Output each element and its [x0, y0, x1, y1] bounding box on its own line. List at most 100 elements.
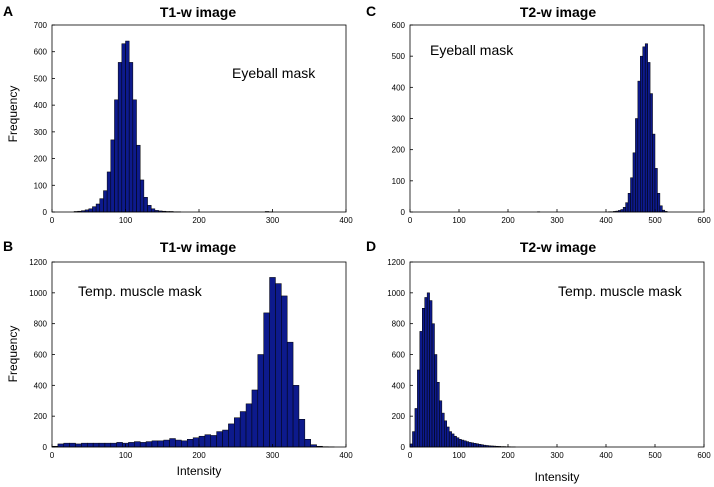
- panel-c-x-tick-label: 600: [697, 216, 711, 225]
- panel-a-bar: [114, 99, 119, 213]
- panel-d-xlabel: Intensity: [535, 470, 580, 484]
- panel-b-bars: [51, 277, 335, 448]
- panel-a-axes-frame: [51, 24, 347, 213]
- panel-b-bar: [98, 442, 106, 448]
- panel-a-bar: [92, 206, 97, 213]
- panel-b-xlabel: Intensity: [177, 464, 222, 478]
- panel-a-ylabel: Frequency: [6, 86, 20, 143]
- panel-a-y-tick-label: 300: [34, 128, 48, 137]
- panel-letter-d: D: [366, 238, 376, 254]
- panel-c-bars: [537, 43, 668, 213]
- panel-a-bar: [150, 208, 156, 213]
- panel-a-x-tick-label: 100: [119, 216, 133, 225]
- panel-c-bar: [652, 133, 656, 213]
- panel-c-bar: [632, 152, 636, 213]
- panel-d-bar: [466, 441, 470, 448]
- panel-b-y-tick-label: 1000: [29, 289, 47, 298]
- panel-c-y-tick-label: 600: [392, 21, 406, 30]
- panel-b-bar: [298, 419, 306, 448]
- panel-b-bar: [234, 417, 241, 448]
- panel-d-y-tick-label: 1000: [387, 289, 405, 298]
- panel-a-bars: [73, 40, 273, 213]
- panel-c-x-tick-label: 500: [648, 216, 662, 225]
- panel-b-bar: [116, 442, 123, 448]
- panel-b-bar: [263, 312, 270, 448]
- panel-b-bar: [228, 423, 235, 448]
- panel-b-y-tick-label: 600: [34, 351, 48, 360]
- panel-c-bar: [635, 118, 639, 213]
- panel-b-title: T1-w image: [160, 239, 236, 255]
- panel-c-bar: [630, 177, 634, 213]
- panel-b-bar: [222, 429, 229, 448]
- panel-d-bar: [461, 439, 465, 448]
- panel-b-x-tick-label: 200: [192, 451, 206, 460]
- panel-d-bar: [424, 297, 428, 448]
- panel-a-bar: [128, 62, 134, 213]
- panel-d-bar: [417, 369, 421, 448]
- panel-d-bar: [473, 443, 477, 448]
- panel-c-bar: [657, 193, 661, 213]
- panel-c-y-tick-label: 400: [392, 83, 406, 92]
- panel-a-y-tick-label: 200: [34, 155, 48, 164]
- panel-d-mask-label: Temp. muscle mask: [558, 283, 683, 299]
- panel-b-bar: [69, 442, 76, 448]
- panel-d-bar: [436, 382, 440, 448]
- panel-a-ticks: 0 100 200 300 400 0 100 200 300 400 500 600 700: [34, 21, 354, 225]
- panel-c-x-tick-label: 100: [452, 216, 466, 225]
- panel-a-bar: [117, 62, 123, 213]
- panel-b-bar: [192, 437, 200, 448]
- panel-b-bar: [175, 439, 182, 448]
- panel-d-y-tick-label: 200: [392, 412, 406, 421]
- panel-a-x-tick-label: 200: [192, 216, 206, 225]
- panel-b-bar: [275, 283, 282, 448]
- panel-b-bar: [257, 354, 264, 448]
- panel-a-bar: [136, 144, 141, 213]
- panel-letter-c: C: [366, 3, 376, 19]
- panel-b-bar: [110, 442, 117, 448]
- panel-c-bar: [625, 202, 629, 213]
- panel-c-bar: [647, 62, 651, 213]
- panel-b-bar: [134, 441, 141, 448]
- panel-b-bar: [292, 385, 300, 448]
- panel-d-bar: [426, 292, 430, 448]
- panel-c-bar: [644, 43, 648, 213]
- panel-d-y-tick-label: 800: [392, 320, 406, 329]
- panel-a-y-tick-label: 700: [34, 21, 48, 30]
- panel-b-bar: [87, 442, 94, 448]
- panel-c-bar: [637, 80, 641, 213]
- panel-d-title: T2-w image: [520, 239, 596, 255]
- panel-a-bar: [132, 99, 137, 213]
- panel-d-bar: [439, 400, 443, 448]
- panel-d-y-tick-label: 1200: [387, 258, 405, 267]
- panel-b-bar: [145, 441, 153, 448]
- panel-b-axes-frame: [51, 261, 347, 448]
- panel-d-bar: [451, 433, 455, 448]
- panel-d-x-tick-label: 0: [408, 451, 413, 460]
- panel-d-x-tick-label: 300: [550, 451, 564, 460]
- panel-a-bar: [88, 208, 93, 213]
- panel-d-y-tick-label: 400: [392, 381, 406, 390]
- panel-b-y-tick-label: 0: [43, 443, 48, 452]
- panel-d-bar: [429, 300, 433, 448]
- panel-d-ticks: 0 100 200 300 400 500 600 0 200 400 600 800 1000 1200: [387, 258, 711, 460]
- panel-c-bar: [627, 193, 631, 213]
- panel-b-bar: [186, 439, 194, 448]
- panel-a-bar: [103, 190, 108, 213]
- panel-c-axes-frame: [409, 24, 705, 213]
- panel-b-bar: [139, 442, 147, 448]
- panel-d-bar: [431, 323, 435, 448]
- panel-c-bar: [640, 55, 643, 213]
- panel-a-x-tick-label: 0: [50, 216, 55, 225]
- panel-d-x-tick-label: 100: [452, 451, 466, 460]
- panel-b-y-tick-label: 800: [34, 320, 48, 329]
- panel-a-y-tick-label: 600: [34, 48, 48, 57]
- panel-d-bar: [434, 354, 438, 448]
- panel-b-y-tick-label: 400: [34, 381, 48, 390]
- panel-a-y-tick-label: 0: [43, 208, 48, 217]
- panel-d-bar: [446, 426, 450, 448]
- panel-d-bar: [463, 440, 467, 448]
- panel-d-bar: [419, 331, 423, 448]
- panel-c-y-tick-label: 100: [392, 177, 406, 186]
- panel-c-x-tick-label: 300: [550, 216, 564, 225]
- panel-letter-a: A: [3, 3, 13, 19]
